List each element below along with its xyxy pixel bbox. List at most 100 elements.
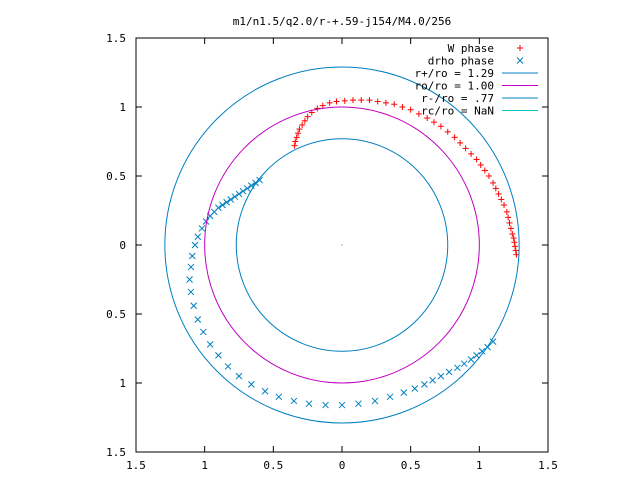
x-marker-b [429,376,436,384]
drho-phase-point [473,352,480,359]
drho-phase-point [248,381,255,388]
w-phase-point [292,138,299,145]
drho-phase-point [223,198,230,206]
x-marker-b [322,401,329,409]
x-marker-b [478,347,486,355]
x-marker-b [437,372,445,380]
x-marker-b [355,400,362,408]
w-phase-point [399,104,406,110]
x-marker-b [224,363,232,370]
drho-phase-point [386,393,394,401]
y-tick-label: 0.5 [106,308,126,321]
x-marker-b [467,356,475,363]
drho-phase-point [227,196,235,203]
x-tick-label: 1.5 [538,459,558,472]
drho-phase-point [199,328,207,336]
drho-phase-point [187,263,195,271]
w-phase-point [301,117,308,124]
w-phase-point [481,167,488,174]
drho-phase-point [188,252,196,260]
w-phase-point [457,139,464,146]
circle-series-3 [204,106,480,384]
w-phase-point [473,156,480,163]
legend-label: W phase [448,42,494,55]
w-phase-point [296,126,303,133]
w-phase-point [512,247,519,254]
drho-phase-point [322,401,329,409]
x-marker-b [219,201,226,209]
w-phase-point [437,123,444,130]
x-marker-b [186,276,193,283]
drho-phase-point [206,341,214,348]
w-phase-point [341,97,348,104]
drho-phase-point [231,193,239,201]
drho-phase-point [290,397,298,405]
w-phase-point [299,121,306,128]
w-phase-point [407,106,414,113]
drho-phase-point [215,352,222,359]
x-tick-label: 0 [339,459,346,472]
drho-phase-point [235,190,243,198]
w-phase-point [498,196,505,203]
w-phase-point [291,142,298,149]
drho-phase-point [235,372,243,380]
w-phase-point [462,145,469,152]
w-phase-point [382,99,389,106]
drho-phase-point [191,241,199,249]
x-marker-b [489,338,497,345]
w-phase-point [506,219,513,226]
drho-phase-point [338,401,346,409]
x-marker-b [400,389,408,397]
x-marker-b [305,400,313,408]
w-phase-point [477,161,484,168]
x-marker-b [256,176,263,184]
w-phase-point [293,134,300,141]
drho-phase-point [355,400,362,408]
y-tick-label: 0.5 [106,170,126,183]
x-marker-b [290,397,298,405]
w-phase-point [505,214,512,221]
drho-phase-point [467,356,475,363]
legend-label: ro/ro = 1.00 [415,80,494,93]
x-marker-b [411,385,419,392]
w-phase-point [451,134,458,141]
x-marker-b [194,233,202,241]
drho-phase-point [445,368,453,376]
w-phase-point [333,98,340,105]
w-phase-point [366,97,373,104]
data-series [164,66,520,424]
drho-phase-point [437,372,445,380]
x-marker-b [206,212,214,220]
w-phase-point [358,97,365,104]
x-marker-b [187,263,195,271]
legend-label: drho phase [428,55,494,68]
x-marker-b [235,372,243,380]
drho-phase-point [219,201,226,209]
drho-phase-point [478,347,486,355]
x-marker-b [202,218,210,225]
drho-phase-point [460,360,468,368]
drho-phase-point [489,338,497,345]
x-marker-b [248,182,255,190]
drho-phase-point [429,376,436,384]
x-marker-b [454,364,461,372]
w-phase-point [431,119,438,126]
x-marker-b [445,368,453,376]
x-marker-b [235,190,243,198]
drho-phase-point [243,185,251,192]
w-phase-point [495,190,502,197]
drho-phase-point [194,233,202,241]
legend-label: r-/ro = .77 [421,92,494,105]
x-marker-b [227,196,235,203]
drho-phase-point [239,187,247,195]
x-marker-b [223,198,230,206]
drho-phase-point [305,400,313,408]
w-phase-point [326,99,333,106]
x-marker-b [261,387,269,395]
drho-phase-point [454,364,461,372]
w-phase-point [349,97,356,104]
drho-phase-point [202,218,210,225]
